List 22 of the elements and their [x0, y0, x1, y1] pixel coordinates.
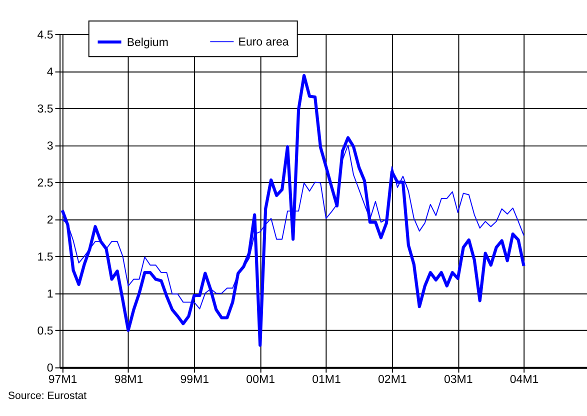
y-tick-label: 0.5	[37, 326, 54, 338]
x-tick-label: 01M1	[312, 374, 341, 386]
x-tick-label: 04M1	[510, 374, 539, 386]
x-tick-label: 99M1	[180, 374, 210, 386]
x-tick-label: 97M1	[48, 374, 78, 386]
y-tick-label: 1	[46, 288, 54, 301]
y-tick-label: 4.5	[37, 29, 54, 42]
line-series	[60, 74, 526, 347]
x-tick-label: 00M1	[246, 374, 275, 386]
legend-label: Belgium	[126, 36, 168, 49]
y-tick-label: 3.5	[37, 103, 54, 116]
y-tick-label: 2.5	[37, 178, 54, 190]
source-note: Source: Eurostat	[8, 390, 87, 402]
y-tick-label: 4	[46, 66, 54, 78]
x-tick-label: 98M1	[114, 374, 144, 386]
y-tick-label: 3	[46, 140, 54, 152]
legend-label: Euro area	[238, 36, 290, 49]
y-tick-label: 1.5	[37, 252, 54, 264]
x-tick-label: 03M1	[444, 374, 473, 386]
x-tick-label: 02M1	[378, 374, 407, 386]
y-tick-label: 2	[46, 214, 54, 227]
y-tick-label: 0	[46, 362, 54, 375]
